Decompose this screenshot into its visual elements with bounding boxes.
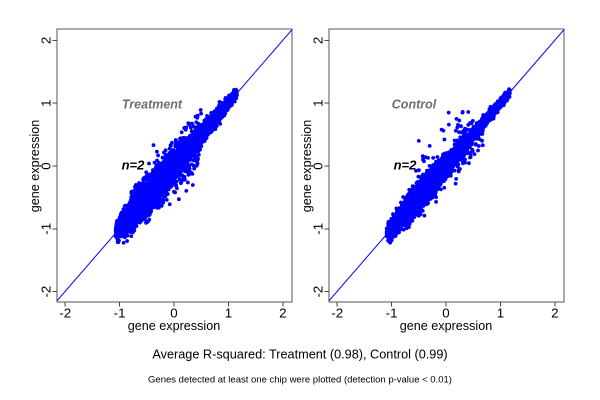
svg-text:0: 0: [311, 162, 326, 169]
svg-text:0: 0: [39, 162, 54, 169]
svg-text:-1: -1: [386, 306, 398, 321]
svg-text:0: 0: [442, 306, 449, 321]
svg-text:2: 2: [279, 306, 286, 321]
svg-text:2: 2: [39, 37, 54, 44]
svg-text:1: 1: [311, 99, 326, 106]
svg-text:1: 1: [497, 306, 504, 321]
svg-text:-1: -1: [311, 223, 326, 235]
svg-text:n=2: n=2: [394, 158, 418, 173]
svg-text:gene expression: gene expression: [128, 319, 220, 333]
svg-text:-2: -2: [59, 306, 71, 321]
svg-text:0: 0: [170, 306, 177, 321]
svg-text:1: 1: [39, 99, 54, 106]
svg-text:gene expression: gene expression: [300, 120, 314, 212]
svg-text:Treatment: Treatment: [122, 98, 183, 112]
svg-text:n=2: n=2: [122, 158, 146, 173]
svg-text:-2: -2: [331, 306, 343, 321]
svg-text:gene expression: gene expression: [400, 319, 492, 333]
svg-text:2: 2: [311, 37, 326, 44]
svg-text:-1: -1: [114, 306, 126, 321]
svg-text:-2: -2: [39, 286, 54, 298]
svg-text:Control: Control: [392, 98, 437, 112]
svg-text:2: 2: [551, 306, 558, 321]
svg-text:1: 1: [225, 306, 232, 321]
svg-text:-1: -1: [39, 223, 54, 235]
svg-text:-2: -2: [311, 286, 326, 298]
svg-text:gene expression: gene expression: [28, 120, 42, 212]
